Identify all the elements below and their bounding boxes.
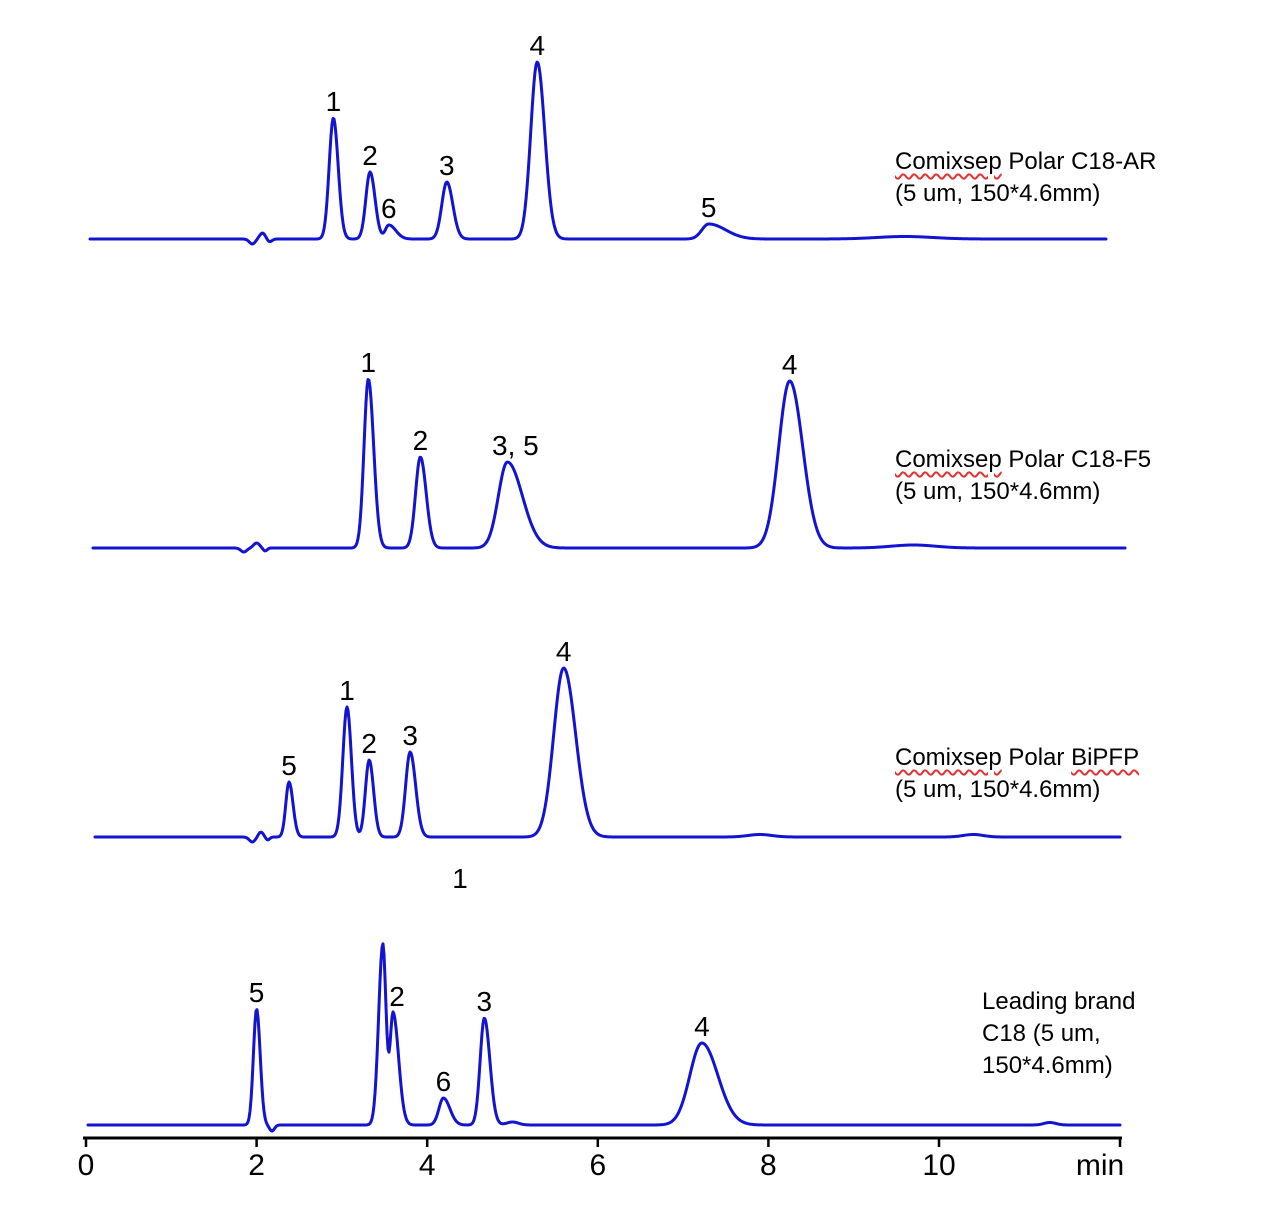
column-label-text: C18 (5 um, xyxy=(982,1020,1101,1047)
peak-label: 6 xyxy=(435,1066,452,1097)
peak-label: 2 xyxy=(361,728,377,759)
x-axis-tick-label: 6 xyxy=(589,1149,607,1182)
column-label-text-misspelled: Comixsep xyxy=(895,744,1002,771)
peak-label: 1 xyxy=(339,675,355,706)
peak-label: 4 xyxy=(781,349,798,380)
column-label: Comixsep Polar C18-AR (5 um, 150*4.6mm) xyxy=(895,146,1156,210)
peak-label: 4 xyxy=(555,636,572,667)
column-label-line: (5 um, 150*4.6mm) xyxy=(895,774,1139,806)
peak-label: 1 xyxy=(452,863,468,894)
column-label-line: Comixsep Polar C18-AR xyxy=(895,146,1156,178)
column-label-line: Comixsep Polar BiPFP xyxy=(895,742,1139,774)
column-label-text: Polar xyxy=(1001,744,1072,771)
column-label-text: (5 um, 150*4.6mm) xyxy=(895,478,1101,505)
peak-label: 5 xyxy=(248,977,265,1008)
column-label: Comixsep Polar BiPFP (5 um, 150*4.6mm) xyxy=(895,742,1139,806)
x-axis-tick-label: 4 xyxy=(418,1149,436,1182)
column-label-line: C18 (5 um, xyxy=(982,1018,1135,1050)
x-axis-tick-label: 8 xyxy=(760,1149,777,1182)
peak-label: 3 xyxy=(439,150,455,181)
column-label-text-misspelled: BiPFP xyxy=(1071,744,1140,771)
peak-label: 4 xyxy=(529,30,546,61)
x-axis-tick-label: 10 xyxy=(922,1149,956,1182)
column-label-line: Leading brand xyxy=(982,986,1135,1018)
x-axis-unit-label: min xyxy=(1075,1149,1125,1182)
peak-label: 1 xyxy=(360,347,377,378)
peak-label: 2 xyxy=(389,981,405,1012)
peak-label: 2 xyxy=(362,140,378,171)
x-axis-tick-label: 0 xyxy=(77,1149,95,1182)
peak-label: 4 xyxy=(694,1011,710,1042)
peak-label: 3, 5 xyxy=(492,430,539,461)
peak-label: 5 xyxy=(700,192,717,223)
peak-label: 3 xyxy=(402,720,418,751)
column-label-line: 150*4.6mm) xyxy=(982,1050,1135,1082)
chromatogram-trace-line-4 xyxy=(86,942,1122,1133)
peak-label: 1 xyxy=(325,86,342,117)
column-label-line: (5 um, 150*4.6mm) xyxy=(895,476,1151,508)
column-label-text: (5 um, 150*4.6mm) xyxy=(895,776,1101,803)
x-axis-tick-label: 2 xyxy=(248,1149,265,1182)
column-label-text: Polar C18-F5 xyxy=(1001,446,1152,473)
peak-label: 3 xyxy=(476,986,493,1017)
column-label-line: Comixsep Polar C18-F5 xyxy=(895,444,1151,476)
column-label-text: Leading brand xyxy=(982,988,1136,1015)
column-label: Comixsep Polar C18-F5 (5 um, 150*4.6mm) xyxy=(895,444,1151,508)
chromatogram-trace-line-2 xyxy=(91,378,1127,554)
column-label: Leading brand C18 (5 um, 150*4.6mm) xyxy=(982,986,1135,1082)
peak-label: 2 xyxy=(412,425,429,456)
column-label-text-misspelled: Comixsep xyxy=(895,446,1002,473)
column-label-text: (5 um, 150*4.6mm) xyxy=(895,180,1101,207)
column-label-line: (5 um, 150*4.6mm) xyxy=(895,178,1156,210)
chromatogram-trace-line-3 xyxy=(93,666,1122,844)
peak-label: 6 xyxy=(381,193,397,224)
column-label-text: Polar C18-AR xyxy=(1001,148,1157,175)
column-label-text: 150*4.6mm) xyxy=(982,1052,1113,1079)
peak-label: 5 xyxy=(281,750,297,781)
column-label-text-misspelled: Comixsep xyxy=(895,148,1002,175)
chromatogram-trace-line-1 xyxy=(88,60,1108,246)
